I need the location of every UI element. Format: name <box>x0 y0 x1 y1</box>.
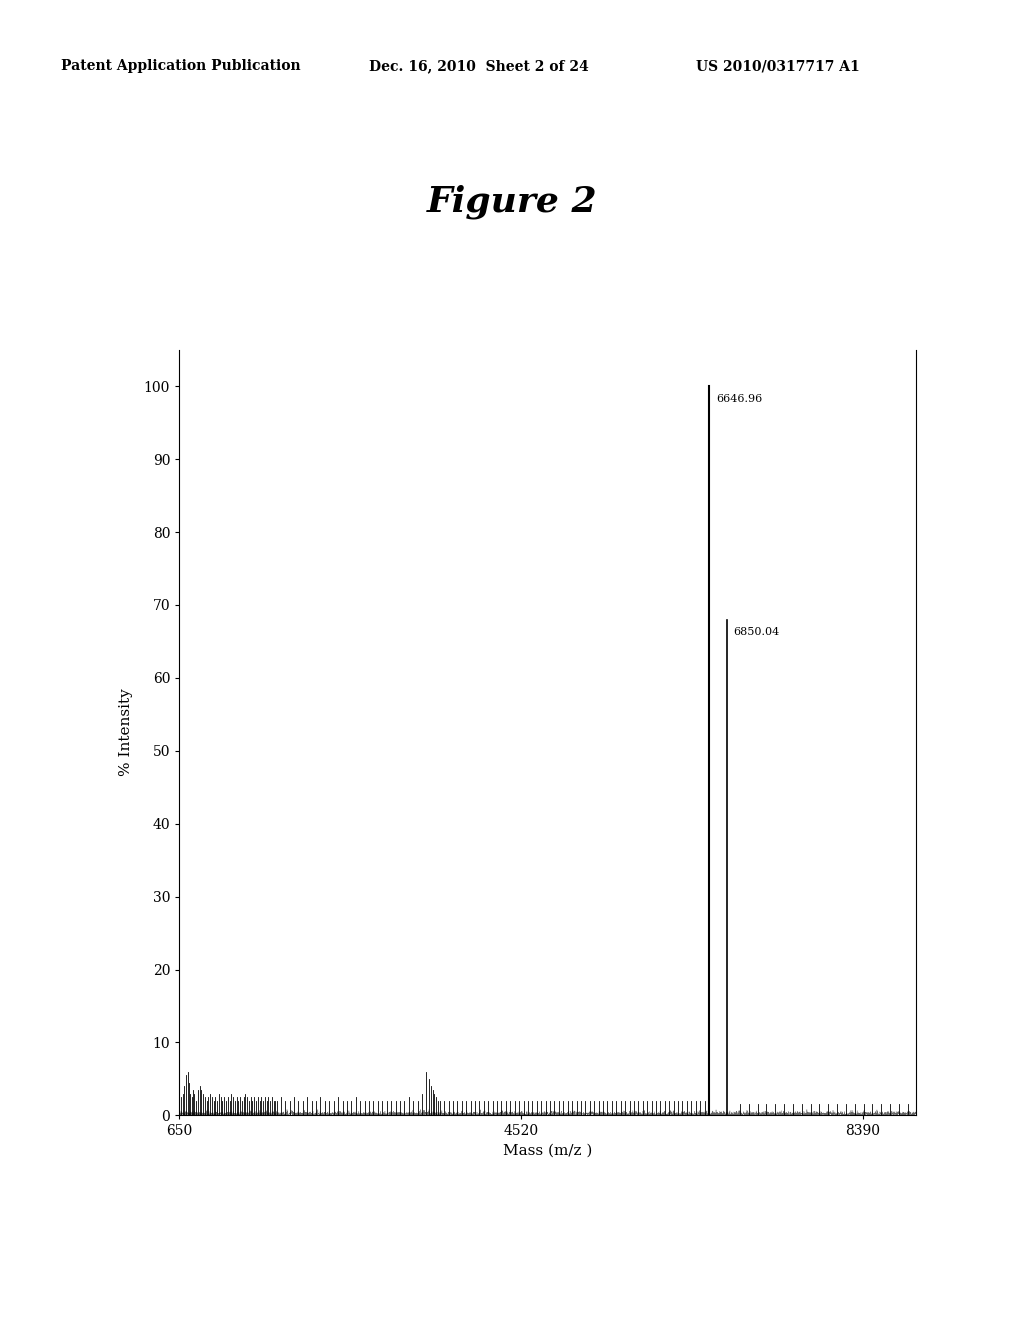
Text: 6646.96: 6646.96 <box>716 393 762 404</box>
Text: Dec. 16, 2010  Sheet 2 of 24: Dec. 16, 2010 Sheet 2 of 24 <box>369 59 589 74</box>
Text: Patent Application Publication: Patent Application Publication <box>61 59 301 74</box>
X-axis label: Mass (m/z ): Mass (m/z ) <box>503 1144 593 1158</box>
Y-axis label: % Intensity: % Intensity <box>119 689 133 776</box>
Text: Figure 2: Figure 2 <box>427 185 597 219</box>
Text: 6850.04: 6850.04 <box>734 627 780 636</box>
Text: US 2010/0317717 A1: US 2010/0317717 A1 <box>696 59 860 74</box>
